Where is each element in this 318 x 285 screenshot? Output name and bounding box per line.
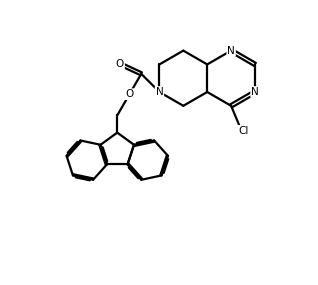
Text: O: O (116, 59, 124, 69)
Text: N: N (227, 46, 235, 56)
Text: N: N (251, 87, 259, 97)
Text: N: N (156, 87, 163, 97)
Text: Cl: Cl (238, 126, 249, 136)
Text: O: O (125, 89, 134, 99)
